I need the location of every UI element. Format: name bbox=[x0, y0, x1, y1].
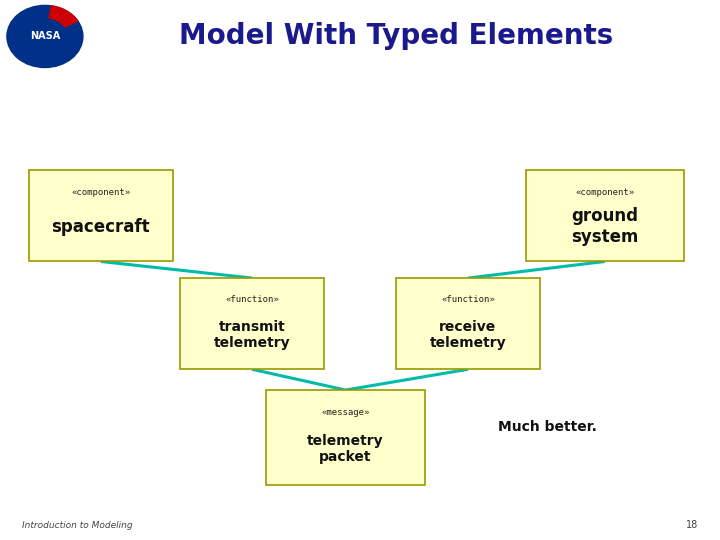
Text: NASA: NASA bbox=[30, 31, 60, 42]
Text: receive
telemetry: receive telemetry bbox=[430, 320, 506, 350]
Text: telemetry
packet: telemetry packet bbox=[307, 434, 384, 464]
Text: «message»: «message» bbox=[321, 408, 370, 417]
Text: Model-Based Systems Engineering: Model-Based Systems Engineering bbox=[9, 79, 189, 89]
Text: transmit
telemetry: transmit telemetry bbox=[214, 320, 290, 350]
Text: «function»: «function» bbox=[225, 295, 279, 305]
Text: «component»: «component» bbox=[575, 187, 634, 197]
Text: «function»: «function» bbox=[441, 295, 495, 305]
Circle shape bbox=[7, 5, 83, 68]
Text: Introduction to Modeling: Introduction to Modeling bbox=[22, 521, 132, 530]
Wedge shape bbox=[49, 6, 78, 27]
Circle shape bbox=[19, 15, 71, 58]
FancyBboxPatch shape bbox=[180, 278, 324, 369]
Text: ground
system: ground system bbox=[571, 207, 639, 246]
FancyBboxPatch shape bbox=[266, 390, 425, 485]
Text: Model With Typed Elements: Model With Typed Elements bbox=[179, 23, 613, 50]
FancyBboxPatch shape bbox=[526, 170, 684, 261]
FancyBboxPatch shape bbox=[29, 170, 173, 261]
Text: spacecraft: spacecraft bbox=[52, 218, 150, 236]
Text: «component»: «component» bbox=[71, 187, 130, 197]
Text: Much better.: Much better. bbox=[498, 420, 597, 434]
FancyBboxPatch shape bbox=[396, 278, 540, 369]
Text: 18: 18 bbox=[686, 520, 698, 530]
